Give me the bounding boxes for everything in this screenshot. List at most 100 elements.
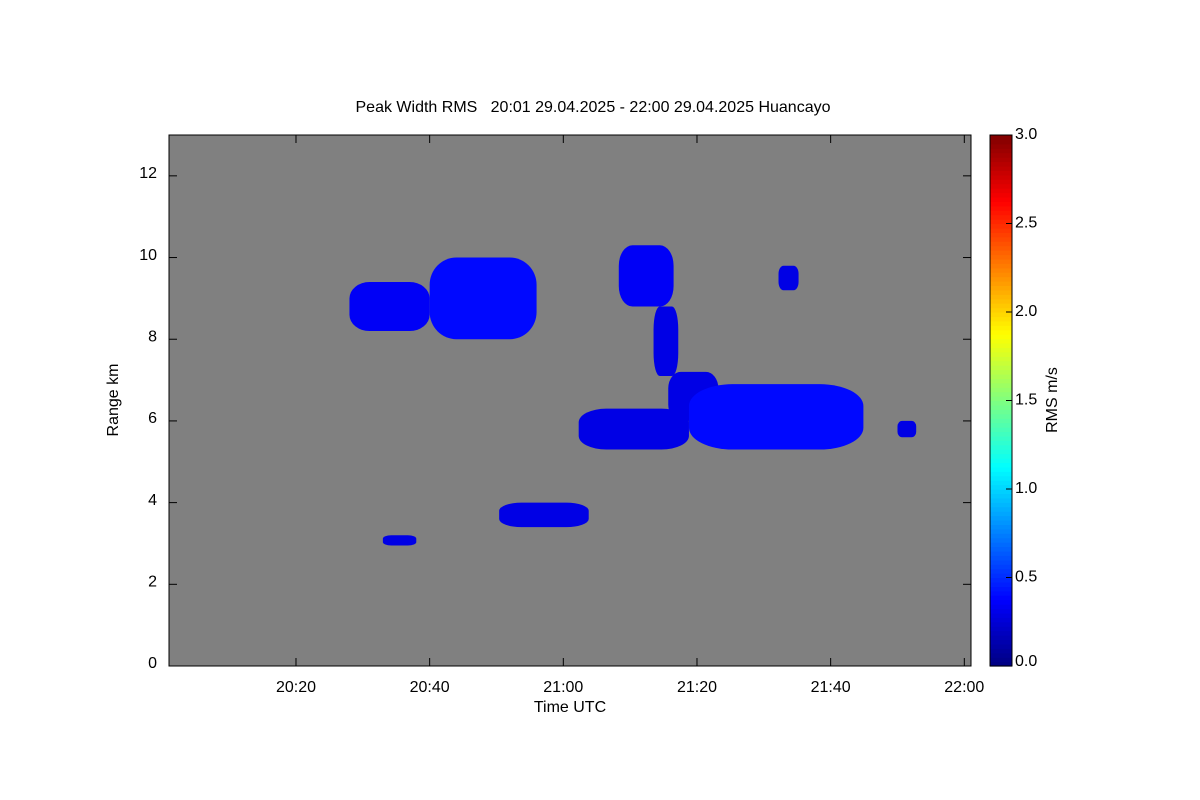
- colorbar-tick-label: 2.0: [1015, 303, 1037, 320]
- colorbar-tick-label: 0.5: [1015, 569, 1037, 586]
- colorbar-segment: [990, 400, 1012, 406]
- colorbar-segment: [990, 303, 1012, 309]
- colorbar-segment: [990, 657, 1012, 663]
- colorbar-segment: [990, 201, 1012, 207]
- colorbar-segment: [990, 378, 1012, 384]
- colorbar-segment: [990, 338, 1012, 344]
- colorbar-segment: [990, 453, 1012, 459]
- plot-frame: [168, 134, 972, 667]
- colorbar-segment: [990, 586, 1012, 592]
- colorbar-segment: [990, 497, 1012, 503]
- colorbar-segment: [990, 179, 1012, 185]
- colorbar-segment: [990, 630, 1012, 636]
- colorbar-segment: [990, 581, 1012, 587]
- colorbar-segment: [990, 590, 1012, 596]
- y-tick-label: 10: [139, 247, 157, 264]
- colorbar-segment: [990, 365, 1012, 371]
- colorbar-segment: [990, 595, 1012, 601]
- colorbar-segment: [990, 285, 1012, 291]
- colorbar-segment: [990, 254, 1012, 260]
- colorbar-segment: [990, 458, 1012, 464]
- colorbar-segment: [990, 648, 1012, 654]
- colorbar-segment: [990, 334, 1012, 340]
- colorbar-segment: [990, 480, 1012, 486]
- colorbar-segment: [990, 599, 1012, 605]
- colorbar-segment: [990, 528, 1012, 534]
- colorbar-segment: [990, 515, 1012, 521]
- colorbar-segment: [990, 435, 1012, 441]
- colorbar-segment: [990, 612, 1012, 618]
- colorbar-segment: [990, 577, 1012, 583]
- echo-cell: [778, 265, 799, 291]
- colorbar-segment: [990, 236, 1012, 242]
- colorbar-segment: [990, 524, 1012, 530]
- echo-cell: [578, 408, 689, 450]
- colorbar-segment: [990, 347, 1012, 353]
- colorbar-segment: [990, 546, 1012, 552]
- colorbar-segment: [990, 466, 1012, 472]
- colorbar-tick-label: 3.0: [1015, 126, 1037, 143]
- colorbar-segment: [990, 276, 1012, 282]
- colorbar-segment: [990, 342, 1012, 348]
- colorbar-segment: [990, 413, 1012, 419]
- colorbar-segment: [990, 564, 1012, 570]
- colorbar-segment: [990, 493, 1012, 499]
- colorbar-segment: [990, 165, 1012, 171]
- colorbar-segment: [990, 475, 1012, 481]
- colorbar-segment: [990, 210, 1012, 216]
- colorbar-segment: [990, 135, 1012, 141]
- echo-cell: [688, 384, 864, 450]
- colorbar-segment: [990, 489, 1012, 495]
- y-tick-label: 2: [148, 574, 157, 591]
- colorbar-tick-label: 2.5: [1015, 215, 1037, 232]
- y-tick-label: 6: [148, 410, 157, 427]
- colorbar-label: RMS m/s: [1044, 367, 1061, 433]
- colorbar-segment: [990, 241, 1012, 247]
- colorbar-segment: [990, 427, 1012, 433]
- colorbar-segment: [990, 550, 1012, 556]
- x-tick-label: 20:40: [410, 679, 450, 696]
- colorbar-segment: [990, 214, 1012, 220]
- colorbar-segment: [990, 219, 1012, 225]
- colorbar-segment: [990, 320, 1012, 326]
- colorbar-segment: [990, 263, 1012, 269]
- colorbar-segment: [990, 258, 1012, 264]
- colorbar-segment: [990, 227, 1012, 233]
- y-tick-label: 4: [148, 492, 157, 509]
- colorbar-segment: [990, 387, 1012, 393]
- colorbar-segment: [990, 506, 1012, 512]
- colorbar-segment: [990, 250, 1012, 256]
- colorbar-segment: [990, 196, 1012, 202]
- colorbar-tick-label: 1.5: [1015, 392, 1037, 409]
- colorbar-segment: [990, 533, 1012, 539]
- colorbar-segment: [990, 351, 1012, 357]
- colorbar-segment: [990, 502, 1012, 508]
- colorbar-segment: [990, 409, 1012, 415]
- colorbar-segment: [990, 444, 1012, 450]
- colorbar-segment: [990, 281, 1012, 287]
- colorbar-segment: [990, 639, 1012, 645]
- colorbar-segment: [990, 617, 1012, 623]
- colorbar-segment: [990, 307, 1012, 313]
- x-tick-label: 21:40: [811, 679, 851, 696]
- colorbar-segment: [990, 245, 1012, 251]
- colorbar-segment: [990, 652, 1012, 658]
- colorbar-segment: [990, 267, 1012, 273]
- colorbar-segment: [990, 360, 1012, 366]
- colorbar-segment: [990, 373, 1012, 379]
- x-axis-label: Time UTC: [534, 699, 606, 716]
- echo-cell: [429, 257, 537, 340]
- colorbar-segment: [990, 223, 1012, 229]
- chart-title: Peak Width RMS 20:01 29.04.2025 - 22:00 …: [356, 99, 831, 116]
- colorbar-tick-label: 1.0: [1015, 480, 1037, 497]
- colorbar-tick-label: 0.0: [1015, 653, 1037, 670]
- echo-cell: [382, 535, 417, 546]
- colorbar-segment: [990, 272, 1012, 278]
- echo-cell: [349, 282, 430, 332]
- colorbar-segment: [990, 152, 1012, 158]
- colorbar-segment: [990, 294, 1012, 300]
- colorbar-segment: [990, 449, 1012, 455]
- colorbar-segment: [990, 391, 1012, 397]
- colorbar-segment: [990, 643, 1012, 649]
